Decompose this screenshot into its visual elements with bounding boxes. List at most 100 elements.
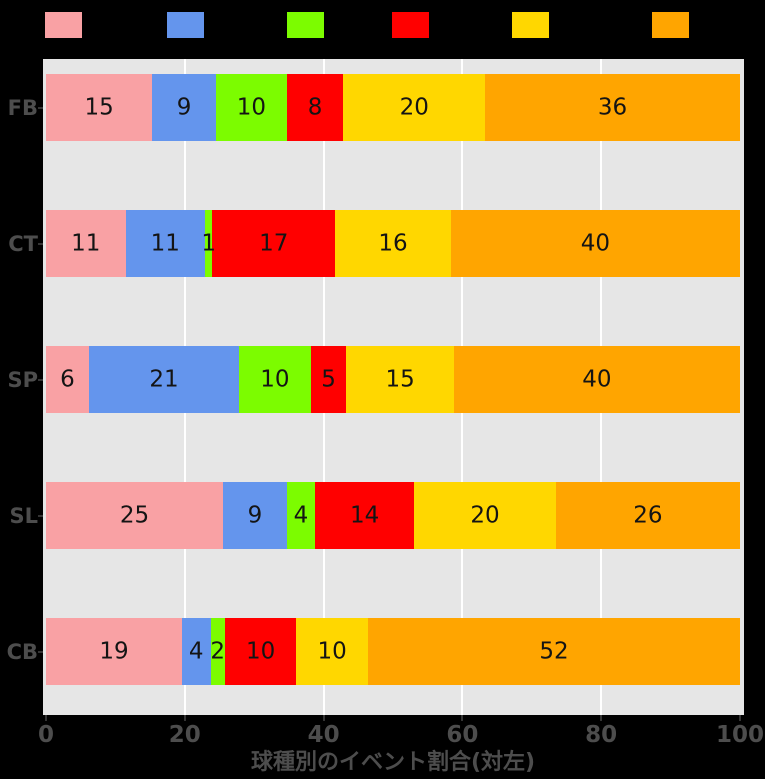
bar-segment-CB-series-green: 2 bbox=[210, 618, 226, 685]
y-axis-label-SL: SL bbox=[9, 503, 38, 528]
bar-segment-value: 20 bbox=[399, 93, 429, 120]
y-axis-tick bbox=[38, 378, 43, 381]
bar-segment-FB-series-red: 8 bbox=[286, 74, 344, 141]
bar-segment-CB-series-yellow: 10 bbox=[296, 618, 368, 685]
bar-row-CT: 11 11 1 17 16 40 bbox=[46, 210, 740, 277]
bar-row-SL: 25 9 4 14 20 26 bbox=[46, 482, 740, 549]
bar-segment-value: 4 bbox=[293, 501, 309, 528]
bar-segment-CB-series-blue: 4 bbox=[181, 618, 211, 685]
x-axis-tick-label-60: 60 bbox=[446, 722, 479, 748]
x-axis-tick bbox=[322, 715, 325, 721]
bar-segment-value: 11 bbox=[71, 229, 101, 256]
y-axis-tick bbox=[38, 242, 43, 245]
bar-segment-SL-series-pink: 25 bbox=[46, 482, 224, 549]
legend-item-series-orange bbox=[652, 12, 697, 38]
x-axis-tick-label-40: 40 bbox=[307, 722, 340, 748]
bar-segment-SL-series-green: 4 bbox=[286, 482, 316, 549]
y-axis-tick bbox=[38, 106, 43, 109]
legend bbox=[0, 0, 765, 52]
bar-segment-FB-series-pink: 15 bbox=[46, 74, 153, 141]
bar-segment-value: 5 bbox=[321, 365, 336, 392]
bar-segment-value: 15 bbox=[84, 93, 114, 120]
x-axis-tick-label-80: 80 bbox=[585, 722, 618, 748]
bar-segment-SP-series-pink: 6 bbox=[46, 346, 89, 413]
bar-segment-value: 36 bbox=[597, 93, 628, 120]
bar-segment-CT-series-red: 17 bbox=[212, 210, 336, 277]
plot-panel: 15 9 10 8 20 36 11 11 1 17 16 40 6 21 10 5 15 40 25 9 4 14 20 2… bbox=[43, 59, 744, 715]
legend-item-series-yellow bbox=[512, 12, 557, 38]
bar-segment-value: 6 bbox=[60, 365, 75, 392]
bar-segment-CB-series-pink: 19 bbox=[46, 618, 182, 685]
bar-segment-CT-series-orange: 40 bbox=[450, 210, 740, 277]
bar-segment-SP-series-yellow: 15 bbox=[346, 346, 454, 413]
bar-segment-value: 10 bbox=[246, 637, 276, 664]
bar-segment-SL-series-blue: 9 bbox=[223, 482, 287, 549]
bar-segment-CB-series-red: 10 bbox=[224, 618, 297, 685]
x-axis-title: 球種別のイベント割合(対左) bbox=[250, 750, 536, 775]
legend-swatch-series-orange bbox=[652, 12, 689, 38]
bar-segment-value: 40 bbox=[582, 365, 612, 392]
bar-segment-value: 1 bbox=[201, 229, 216, 256]
bar-segment-value: 20 bbox=[470, 501, 500, 528]
bar-segment-FB-series-yellow: 20 bbox=[343, 74, 486, 141]
legend-swatch-series-pink bbox=[45, 12, 82, 38]
y-axis-tick bbox=[38, 650, 43, 653]
x-axis-tick-label-20: 20 bbox=[168, 722, 201, 748]
bar-segment-CT-series-blue: 11 bbox=[125, 210, 206, 277]
legend-swatch-series-blue bbox=[167, 12, 204, 38]
legend-item-series-red bbox=[392, 12, 437, 38]
bar-segment-FB-series-blue: 9 bbox=[152, 74, 216, 141]
bar-segment-SP-series-orange: 40 bbox=[453, 346, 740, 413]
bar-row-FB: 15 9 10 8 20 36 bbox=[46, 74, 740, 141]
y-axis-label-CB: CB bbox=[6, 639, 38, 664]
bar-segment-value: 25 bbox=[119, 501, 150, 528]
y-axis-label-CT: CT bbox=[8, 231, 38, 256]
bar-segment-value: 9 bbox=[176, 93, 192, 120]
bar-segment-FB-series-green: 10 bbox=[215, 74, 287, 141]
bar-segment-value: 16 bbox=[378, 229, 408, 256]
bar-segment-value: 40 bbox=[580, 229, 611, 256]
bar-segment-SP-series-green: 10 bbox=[239, 346, 311, 413]
x-axis-tick bbox=[461, 715, 464, 721]
bar-segment-value: 11 bbox=[150, 229, 180, 256]
x-axis-tick bbox=[739, 715, 741, 721]
y-axis-label-SP: SP bbox=[7, 367, 38, 392]
bar-segment-value: 26 bbox=[633, 501, 663, 528]
bar-segment-value: 15 bbox=[385, 365, 415, 392]
bar-segment-FB-series-orange: 36 bbox=[485, 74, 740, 141]
bar-segment-value: 52 bbox=[539, 637, 569, 664]
bar-segment-value: 17 bbox=[259, 229, 289, 256]
bar-row-SP: 6 21 10 5 15 40 bbox=[46, 346, 740, 413]
bar-segment-CT-series-green: 1 bbox=[201, 210, 216, 277]
bar-segment-value: 21 bbox=[149, 365, 179, 392]
legend-swatch-series-red bbox=[392, 12, 429, 38]
bar-segment-CT-series-pink: 11 bbox=[46, 210, 126, 277]
bar-segment-value: 4 bbox=[188, 637, 204, 664]
bar-segment-SP-series-red: 5 bbox=[310, 346, 347, 413]
legend-swatch-series-yellow bbox=[512, 12, 549, 38]
bar-segment-CT-series-yellow: 16 bbox=[335, 210, 451, 277]
bar-segment-value: 14 bbox=[350, 501, 380, 528]
bar-row-CB: 19 4 2 10 10 52 bbox=[46, 618, 741, 685]
legend-item-series-pink bbox=[45, 12, 90, 38]
bar-segment-value: 19 bbox=[99, 637, 129, 664]
bar-segment-value: 10 bbox=[317, 637, 347, 664]
legend-item-series-green bbox=[287, 12, 332, 38]
x-axis-tick-label-100: 100 bbox=[715, 722, 765, 748]
bar-segment-SL-series-red: 14 bbox=[315, 482, 415, 549]
legend-swatch-series-green bbox=[287, 12, 324, 38]
x-axis-tick bbox=[600, 715, 603, 721]
bar-segment-value: 8 bbox=[307, 93, 323, 120]
x-axis-tick-label-0: 0 bbox=[37, 722, 55, 748]
bar-segment-value: 2 bbox=[210, 637, 226, 664]
bar-segment-SL-series-orange: 26 bbox=[555, 482, 740, 549]
x-axis-tick bbox=[45, 715, 47, 721]
bar-segment-SP-series-blue: 21 bbox=[88, 346, 240, 413]
bar-segment-value: 10 bbox=[260, 365, 290, 392]
bar-segment-value: 9 bbox=[247, 501, 263, 528]
y-axis-tick bbox=[38, 514, 43, 517]
bar-segment-value: 10 bbox=[236, 93, 266, 120]
bar-segment-CB-series-orange: 52 bbox=[367, 618, 741, 685]
legend-item-series-blue bbox=[167, 12, 212, 38]
